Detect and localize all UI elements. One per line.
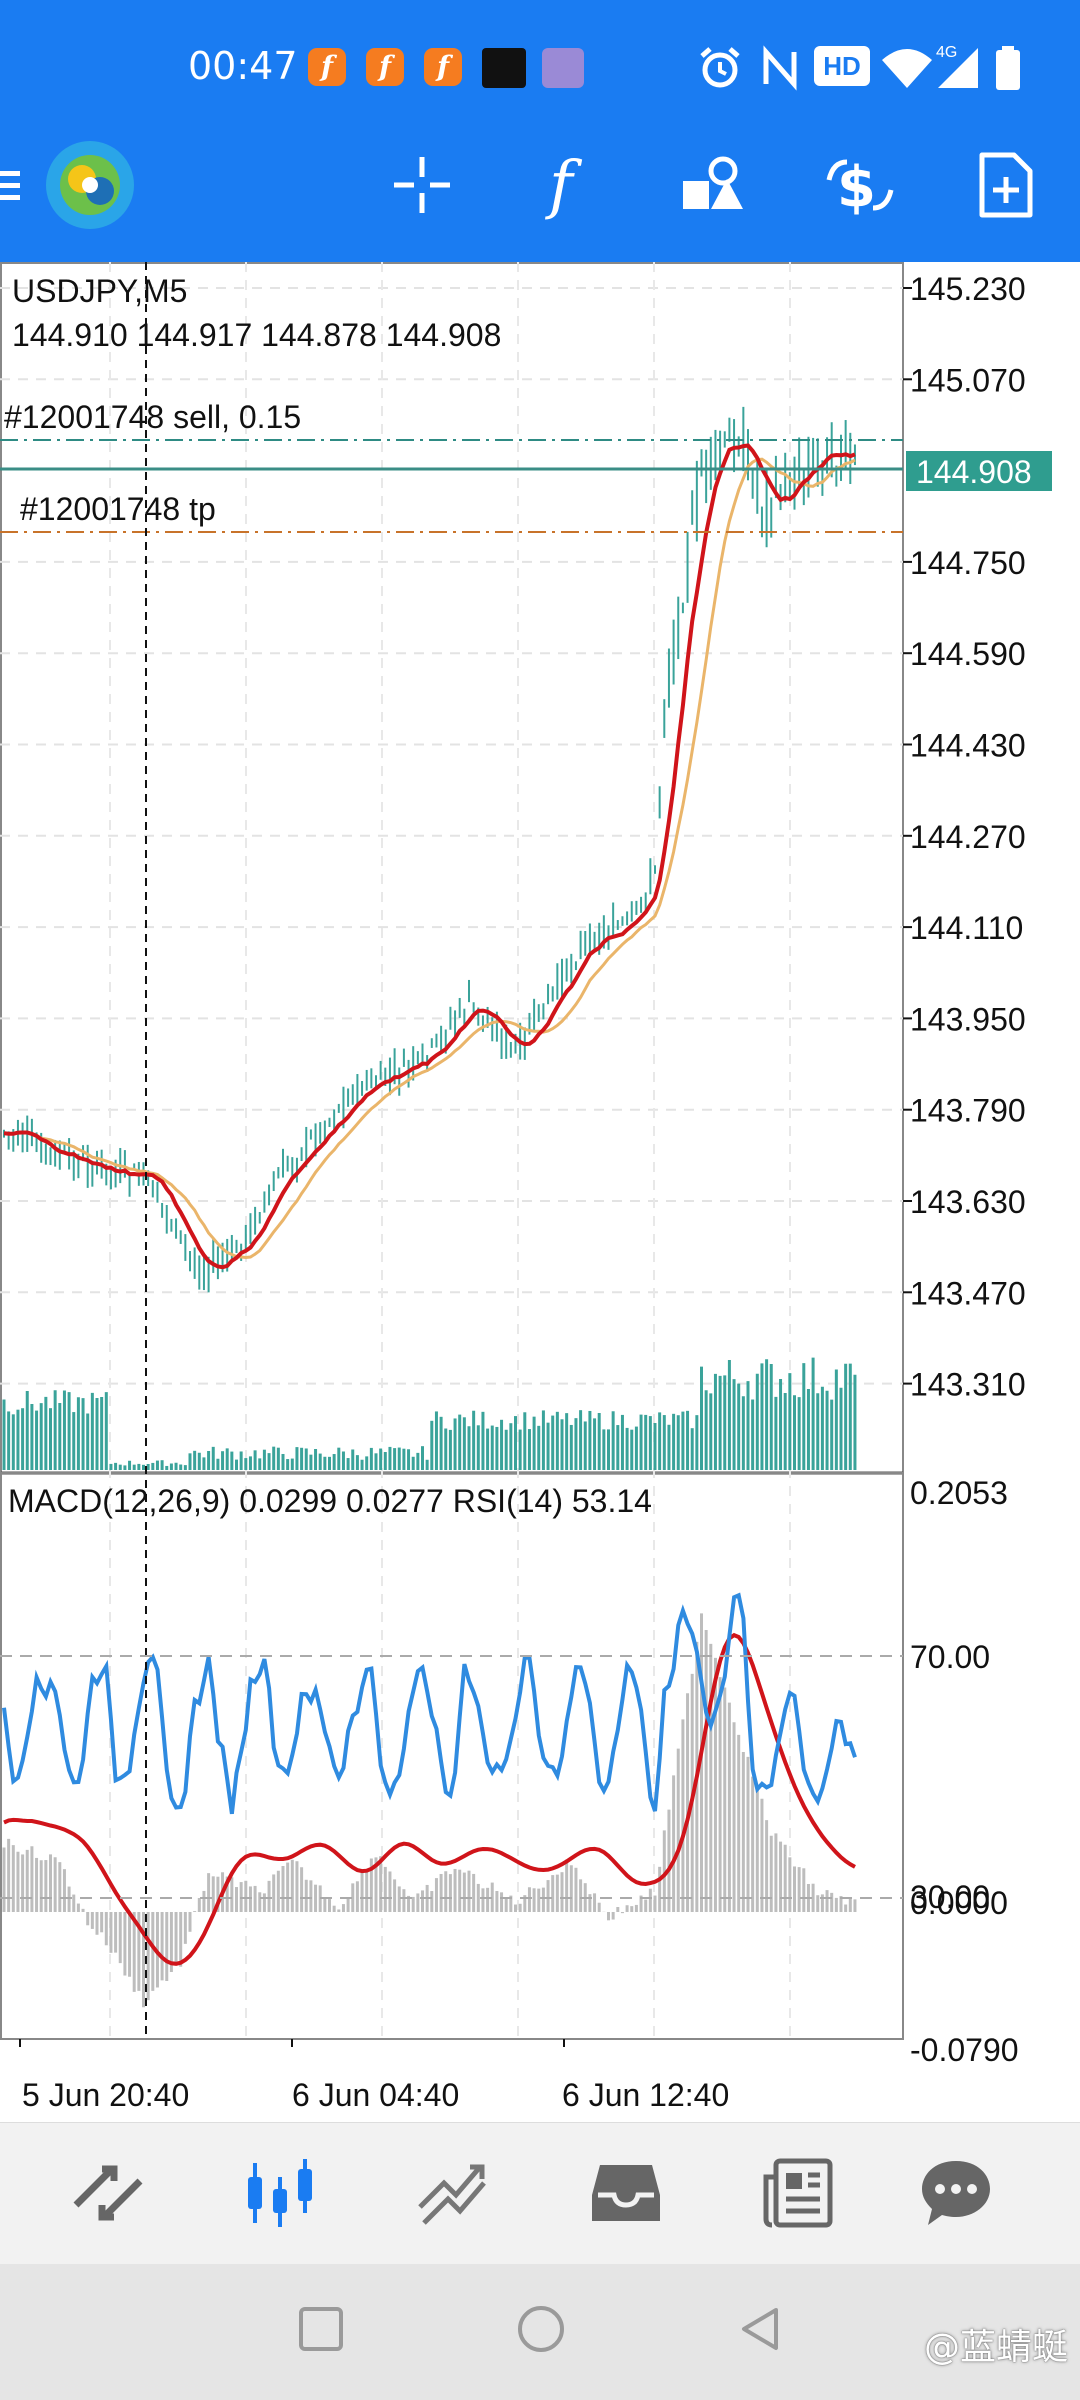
ohlc-values: 144.910 144.917 144.878 144.908 [12,317,501,353]
home-icon [518,2306,564,2352]
messages-icon [922,2161,990,2225]
rsi-line [2,1592,857,1815]
new-order-button[interactable] [956,130,1056,240]
news-icon [763,2158,833,2228]
nav-history[interactable] [576,2143,676,2243]
candlesticks [3,406,856,1293]
new-order-icon [979,152,1033,218]
nav-trade[interactable] [402,2143,502,2243]
indicators-button[interactable]: f [518,130,618,240]
trade-button[interactable]: $ [810,130,910,240]
time-label: 6 Jun 04:40 [292,2077,459,2113]
quotes-icon [73,2165,143,2221]
price-chart[interactable]: USDJPY,M5 144.910 144.917 144.878 144.90… [0,262,1080,2122]
slow-ma-line [3,457,856,1260]
app-notification-icon [542,48,584,88]
symbol-timeframe: USDJPY,M5 [12,273,187,309]
menu-icon [0,171,20,200]
status-bar: 00:47 f f f HD 4G [0,0,1080,130]
sell-order-label: #12001748 sell, 0.15 [4,399,301,435]
price-axis: 145.230 145.070 144.750 144.590 144.430 144.2… [903,271,1026,1403]
chart-icon [248,2159,312,2227]
menu-button[interactable] [0,130,40,240]
indicator-label: MACD(12,26,9) 0.0299 0.0277 RSI(14) 53.1… [8,1483,652,1519]
indicator-axis-zero: 0.0000 [910,1885,1008,1921]
price-label: 143.950 [910,1001,1026,1037]
toolbar: f $ [0,130,1080,262]
crosshair-icon [394,157,450,213]
hd-icon: HD [814,46,870,86]
trade-icon: $ [826,155,894,220]
macd-histogram [2,1613,857,2008]
trade-icon [418,2164,486,2225]
price-label: 144.590 [910,636,1026,672]
price-label: 145.070 [910,362,1026,398]
back-icon [742,2308,778,2350]
tp-label: #12001748 tp [20,491,216,527]
rsi-polyline [2,1592,857,1815]
indicators-icon: f [545,150,583,220]
watermark: @蓝蜻蜓 [923,2327,1068,2368]
nav-chart[interactable] [230,2143,330,2243]
time-label: 5 Jun 20:40 [22,2077,189,2113]
home-button[interactable] [514,2302,568,2356]
volume-bars [2,1357,857,1470]
alarm-icon [700,47,740,88]
system-navigation-bar [0,2264,1080,2400]
metatrader-logo-button[interactable] [40,130,140,240]
nav-news[interactable] [748,2143,848,2243]
indicator-axis-30: 30.00 [910,1879,990,1915]
current-price-tag [906,451,1052,491]
price-label: 144.430 [910,728,1026,764]
indicator-axis-top: 0.2053 [910,1475,1008,1511]
history-icon [592,2165,660,2221]
price-label: 143.470 [910,1275,1026,1311]
price-label: 143.630 [910,1184,1026,1220]
metatrader-logo-icon [46,141,134,229]
nav-quotes[interactable] [58,2143,158,2243]
signal-icon [938,48,978,88]
back-button[interactable] [736,2304,786,2354]
wifi-icon [882,49,932,88]
time-axis: 5 Jun 20:40 6 Jun 04:40 6 Jun 12:40 [19,2039,729,2113]
app-notification-icon: f [366,48,404,86]
bottom-navigation [0,2122,1080,2265]
network-type: 4G [936,44,958,61]
nfc-icon [763,45,797,91]
app-notification-icon [482,48,526,88]
macd-signal-line [3,1632,856,1966]
time-label: 6 Jun 12:40 [562,2077,729,2113]
svg-text:f: f [545,150,583,220]
svg-text:$: $ [837,155,876,220]
chart-area[interactable]: USDJPY,M5 144.910 144.917 144.878 144.90… [0,262,1080,2122]
indicator-axis-70: 70.00 [910,1639,990,1675]
app-notification-icon: f [308,48,346,86]
price-label: 145.230 [910,271,1026,307]
objects-button[interactable] [664,130,764,240]
battery-icon [996,46,1020,90]
price-label: 144.750 [910,545,1026,581]
chart-grid [0,262,903,2039]
price-label: 144.270 [910,819,1026,855]
nav-messages[interactable] [906,2143,1006,2243]
current-price-value: 144.908 [916,454,1032,490]
app-notification-icon: f [424,48,462,86]
recent-apps-button[interactable] [296,2304,346,2354]
indicator-axis-bottom: -0.0790 [910,2032,1019,2068]
price-label: 144.110 [910,910,1023,946]
status-time: 00:47 [188,44,298,88]
crosshair-button[interactable] [372,130,472,240]
price-label: 143.310 [910,1367,1026,1403]
recent-apps-icon [299,2307,343,2351]
objects-icon [683,156,743,209]
price-label: 143.790 [910,1093,1026,1129]
